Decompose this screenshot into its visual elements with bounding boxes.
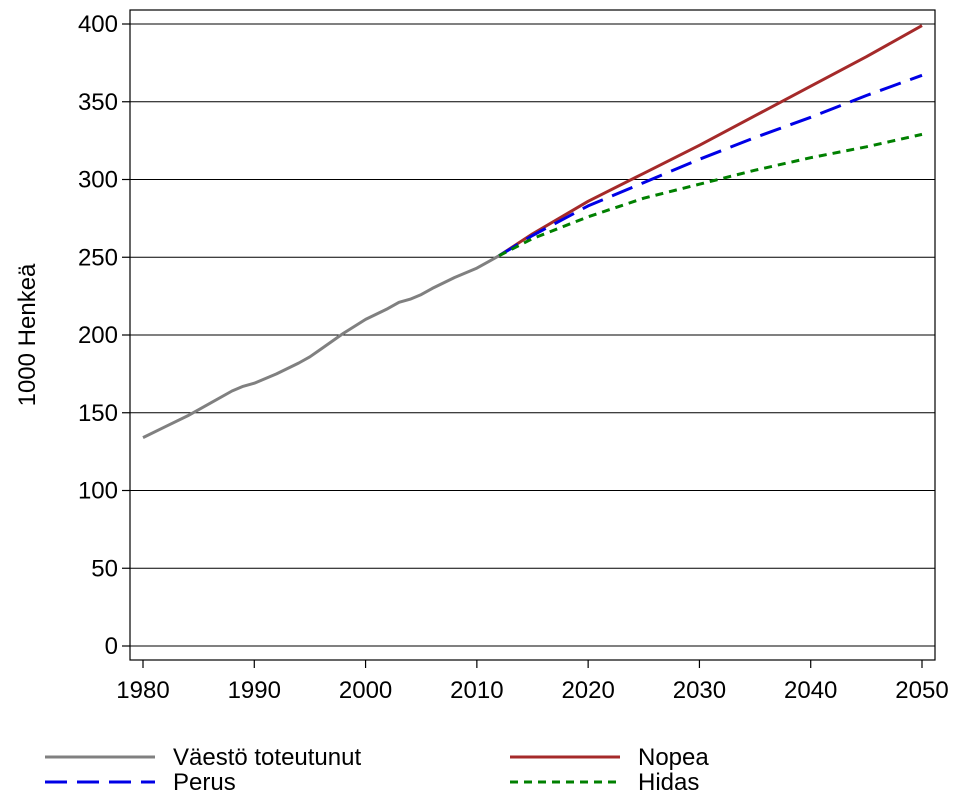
x-tick-label-2020: 2020 (561, 677, 614, 704)
x-axis: 1980 1990 2000 2010 2020 2030 2040 2050 (116, 660, 949, 704)
y-tick-label-150: 150 (78, 400, 118, 427)
legend-label-0: Väestö toteutunut (173, 744, 361, 771)
legend-label-2: Perus (173, 769, 236, 796)
series-line-3 (498, 132, 923, 258)
legend-label-1: Nopea (638, 744, 709, 771)
y-axis-title: 1000 Henkeä (14, 263, 41, 406)
y-tick-label-250: 250 (78, 244, 118, 271)
x-tick-label-2010: 2010 (450, 677, 503, 704)
y-tick-label-0: 0 (105, 633, 118, 660)
series-line-0 (142, 254, 500, 439)
x-tick-label-1990: 1990 (228, 677, 281, 704)
y-tick-label-300: 300 (78, 167, 118, 194)
x-tick-label-2030: 2030 (673, 677, 726, 704)
x-tick-label-1980: 1980 (116, 677, 169, 704)
y-axis: 0 50 100 150 200 250 300 350 400 (78, 11, 130, 660)
x-tick-label-2040: 2040 (784, 677, 837, 704)
y-tick-label-350: 350 (78, 89, 118, 116)
y-tick-label-50: 50 (91, 555, 118, 582)
series-line-2 (498, 73, 923, 257)
series-line-1 (498, 24, 923, 257)
gridlines (130, 23, 935, 647)
y-tick-label-400: 400 (78, 11, 118, 38)
y-tick-label-100: 100 (78, 478, 118, 505)
legend-label-3: Hidas (638, 769, 699, 796)
series-lines (142, 24, 923, 439)
x-tick-label-2050: 2050 (895, 677, 948, 704)
x-tick-label-2000: 2000 (339, 677, 392, 704)
legend: Väestö toteutunut Nopea Perus Hidas (45, 744, 709, 796)
y-tick-label-200: 200 (78, 322, 118, 349)
